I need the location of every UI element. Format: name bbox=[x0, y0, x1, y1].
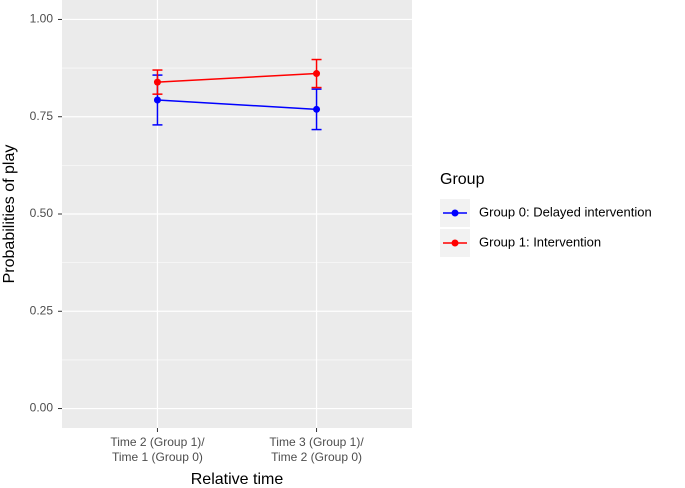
y-axis-title: Probabilities of play bbox=[1, 145, 18, 284]
x-tick-label: Time 3 (Group 1)/ bbox=[269, 435, 364, 449]
legend-point bbox=[451, 239, 459, 247]
x-tick-label: Time 2 (Group 0) bbox=[271, 450, 362, 464]
series-line bbox=[157, 72, 317, 83]
legend-title: Group bbox=[440, 171, 485, 188]
point bbox=[313, 105, 321, 113]
point bbox=[153, 96, 161, 104]
series-line bbox=[157, 99, 317, 111]
y-tick-label: 0.25 bbox=[30, 303, 54, 317]
legend-label: Group 0: Delayed intervention bbox=[479, 204, 652, 219]
y-tick-label: 1.00 bbox=[30, 12, 54, 26]
y-tick-label: 0.50 bbox=[30, 206, 54, 220]
x-tick-label: Time 2 (Group 1)/ bbox=[110, 435, 205, 449]
legend-point bbox=[451, 209, 459, 217]
point bbox=[153, 78, 161, 86]
y-tick-label: 0.00 bbox=[30, 401, 54, 415]
legend-label: Group 1: Intervention bbox=[479, 234, 601, 249]
point bbox=[313, 70, 321, 78]
x-tick-label: Time 1 (Group 0) bbox=[112, 450, 203, 464]
y-tick-label: 0.75 bbox=[30, 109, 54, 123]
x-axis-title: Relative time bbox=[191, 471, 284, 488]
